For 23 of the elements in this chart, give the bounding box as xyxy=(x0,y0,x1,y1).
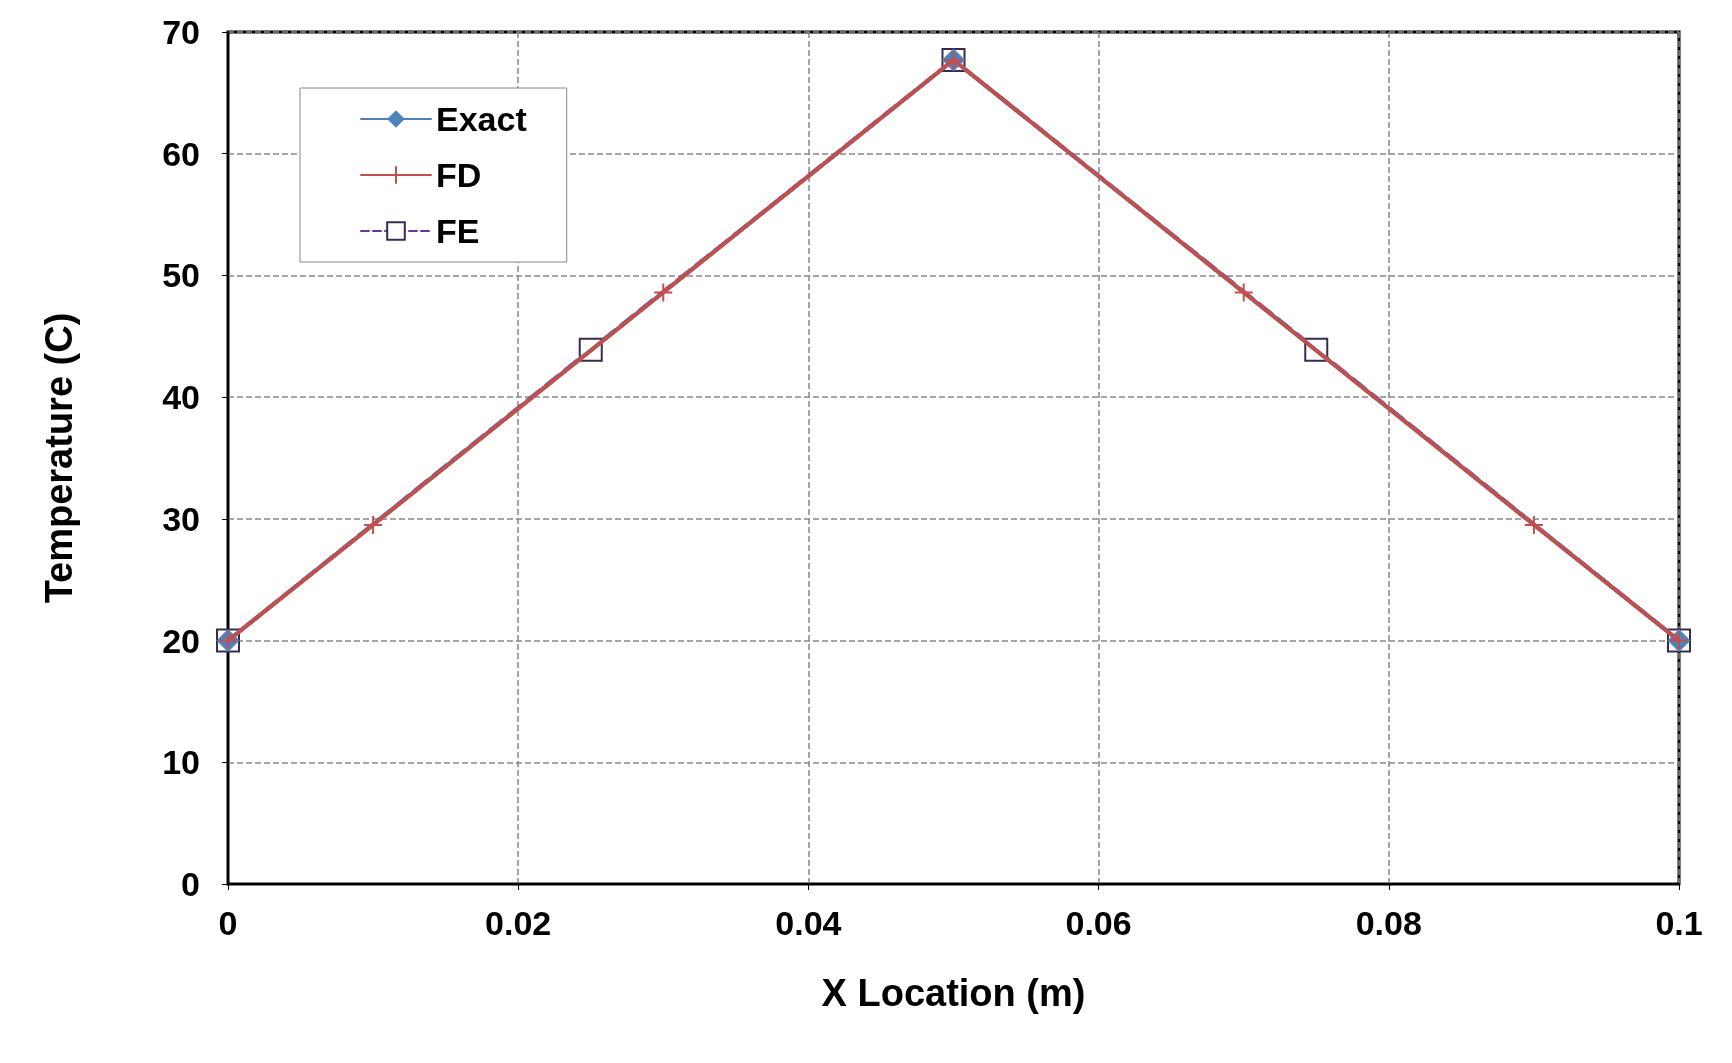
point xyxy=(653,282,674,303)
x-axis-title: X Location (m) xyxy=(821,972,1086,1014)
x-tick-label: 0.02 xyxy=(485,904,552,942)
y-tick-label: 0 xyxy=(181,865,200,903)
point xyxy=(1233,282,1254,303)
y-tick-label: 70 xyxy=(162,13,200,51)
y-axis-title: Temperature (C) xyxy=(38,312,80,604)
y-tick-label: 20 xyxy=(162,621,200,660)
y-tick-label: 40 xyxy=(162,378,200,417)
x-tick-label: 0.04 xyxy=(775,904,842,942)
x-tick-label: 0.06 xyxy=(1065,904,1132,942)
y-tick-label: 10 xyxy=(162,743,200,782)
y-tick-label: 60 xyxy=(162,134,200,173)
legend-label: Exact xyxy=(436,100,527,138)
point xyxy=(363,514,384,535)
x-tick-label: 0.08 xyxy=(1355,904,1422,942)
y-tick-label: 30 xyxy=(162,499,200,538)
y-tick-label: 50 xyxy=(162,256,200,295)
x-tick-label: 0.1 xyxy=(1655,904,1703,942)
point xyxy=(1523,514,1544,535)
legend-label: FE xyxy=(436,212,480,250)
legend-label: FD xyxy=(436,156,482,194)
x-tick-label: 0 xyxy=(218,904,238,942)
